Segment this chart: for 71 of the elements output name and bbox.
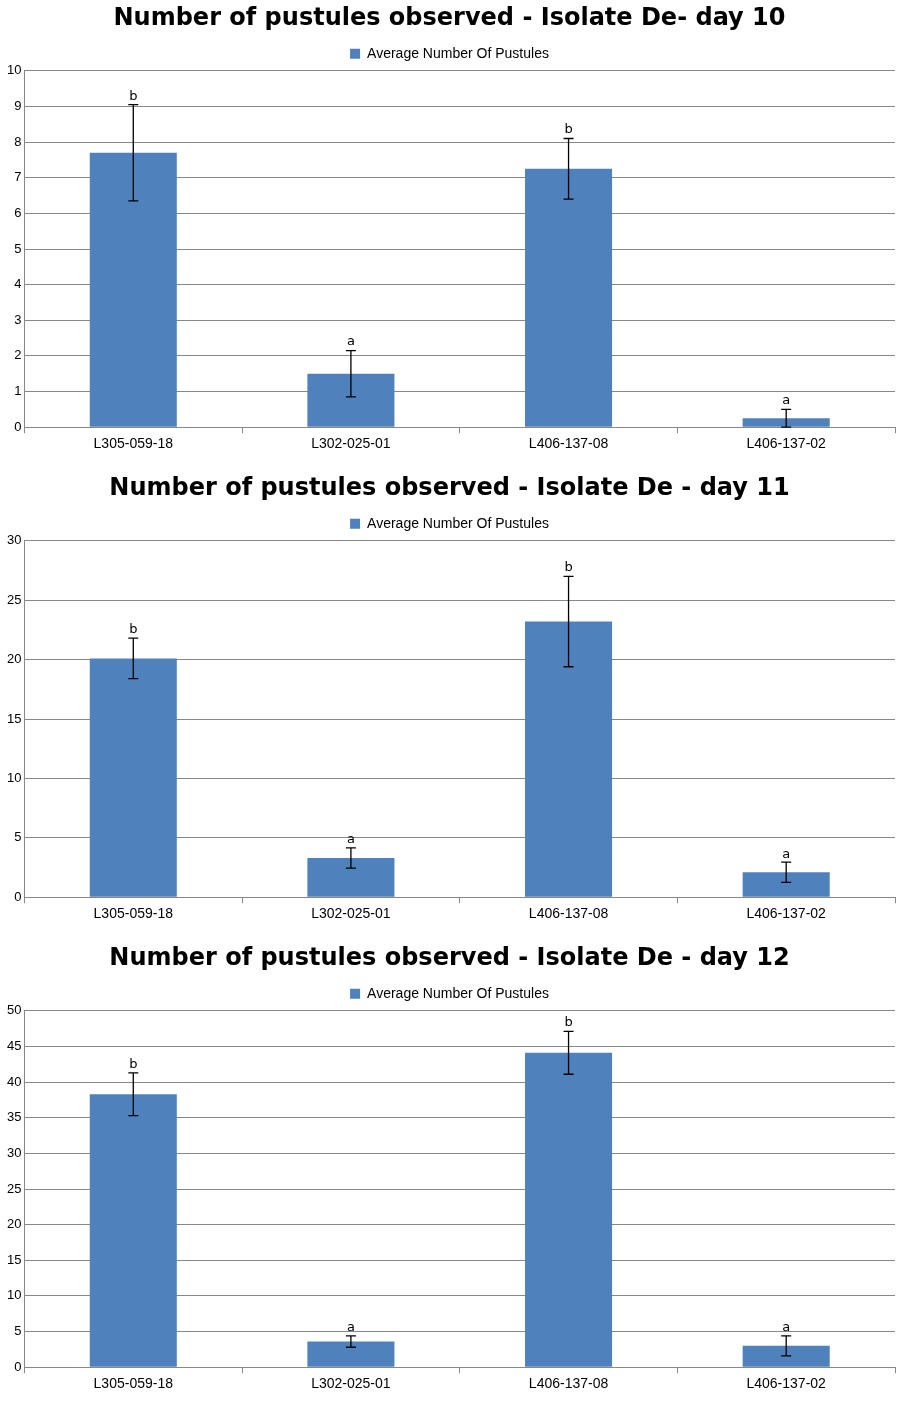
bar bbox=[307, 373, 395, 427]
annotation: a bbox=[782, 392, 791, 408]
y-tick-label: 25 bbox=[6, 1180, 22, 1196]
x-tick-label: L406-137-08 bbox=[528, 435, 609, 452]
y-tick-label: 1 bbox=[14, 383, 22, 399]
bar bbox=[89, 658, 177, 897]
y-tick-label: 4 bbox=[14, 276, 22, 292]
chart-title: Number of pustules observed - Isolate De - day 11 bbox=[109, 472, 790, 501]
y-tick-label: 2 bbox=[14, 347, 22, 363]
y-tick-label: 20 bbox=[6, 651, 22, 667]
y-tick-label: 5 bbox=[14, 240, 22, 256]
x-tick-label: L406-137-02 bbox=[746, 905, 827, 922]
x-tick-label: L406-137-08 bbox=[528, 1375, 609, 1392]
chart-title: Number of pustules observed - Isolate De- day 10 bbox=[113, 2, 786, 31]
bar bbox=[742, 872, 830, 897]
y-tick-label: 3 bbox=[14, 311, 22, 327]
y-tick-label: 35 bbox=[6, 1109, 22, 1125]
annotation: b bbox=[564, 559, 573, 575]
bar bbox=[525, 621, 613, 897]
annotation: a bbox=[346, 1318, 355, 1334]
y-tick-label: 9 bbox=[14, 98, 22, 114]
x-tick-label: L406-137-02 bbox=[746, 435, 827, 452]
bar bbox=[89, 1094, 177, 1367]
legend-label: Average Number Of Pustules bbox=[367, 984, 549, 1001]
y-tick-label: 20 bbox=[6, 1216, 22, 1232]
y-tick-label: 10 bbox=[6, 1287, 22, 1303]
x-tick-label: L305-059-18 bbox=[93, 435, 174, 452]
y-tick-label: 0 bbox=[14, 1358, 22, 1374]
x-tick-label: L406-137-08 bbox=[528, 905, 609, 922]
annotation: a bbox=[346, 831, 355, 847]
y-tick-label: 10 bbox=[6, 62, 22, 78]
y-tick-label: 10 bbox=[6, 769, 22, 785]
x-tick-label: L305-059-18 bbox=[93, 905, 174, 922]
y-tick-label: 45 bbox=[6, 1038, 22, 1054]
y-tick-label: 30 bbox=[6, 1144, 22, 1160]
y-tick-label: 15 bbox=[6, 710, 22, 726]
annotation: a bbox=[782, 845, 791, 861]
y-tick-label: 6 bbox=[14, 204, 22, 220]
y-tick-label: 5 bbox=[14, 829, 22, 845]
y-tick-label: 5 bbox=[14, 1323, 22, 1339]
annotation: b bbox=[564, 1014, 573, 1030]
y-tick-label: 0 bbox=[14, 418, 22, 434]
annotation: b bbox=[129, 87, 138, 103]
y-tick-label: 0 bbox=[14, 888, 22, 904]
y-tick-label: 30 bbox=[6, 532, 22, 548]
x-tick-label: L302-025-01 bbox=[311, 1375, 391, 1392]
y-tick-label: 40 bbox=[6, 1073, 22, 1089]
annotation: b bbox=[129, 621, 138, 637]
y-tick-label: 8 bbox=[14, 133, 22, 149]
bar bbox=[89, 152, 177, 427]
annotation: a bbox=[346, 333, 355, 349]
bar bbox=[307, 1341, 395, 1367]
bar bbox=[525, 1052, 613, 1367]
x-tick-label: L302-025-01 bbox=[311, 905, 391, 922]
annotation: b bbox=[129, 1055, 138, 1071]
y-tick-label: 15 bbox=[6, 1251, 22, 1267]
annotation: b bbox=[564, 121, 573, 137]
legend-label: Average Number Of Pustules bbox=[367, 514, 549, 531]
bar bbox=[742, 418, 830, 427]
annotation: a bbox=[782, 1318, 791, 1334]
bar bbox=[307, 858, 395, 897]
chart-title: Number of pustules observed - Isolate De - day 12 bbox=[109, 942, 790, 971]
legend-label: Average Number Of Pustules bbox=[367, 44, 549, 61]
x-tick-label: L406-137-02 bbox=[746, 1375, 827, 1392]
x-tick-label: L302-025-01 bbox=[311, 435, 391, 452]
y-tick-label: 7 bbox=[14, 169, 22, 185]
y-tick-label: 25 bbox=[6, 591, 22, 607]
x-tick-label: L305-059-18 bbox=[93, 1375, 174, 1392]
y-tick-label: 50 bbox=[6, 1002, 22, 1018]
bar bbox=[742, 1345, 830, 1367]
bar bbox=[525, 168, 613, 427]
